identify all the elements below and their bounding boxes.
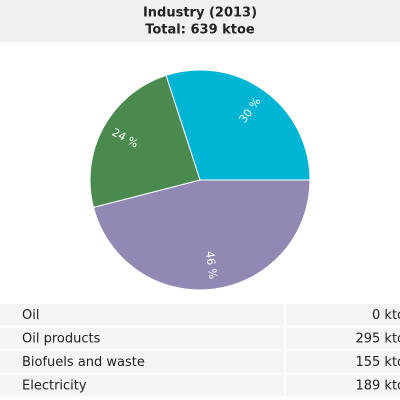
row-bg bbox=[286, 351, 400, 373]
row-bg bbox=[286, 304, 400, 326]
chart-title: Industry (2013) bbox=[143, 6, 257, 21]
row-label: Electricity bbox=[22, 379, 87, 394]
chart-subtitle: Total: 639 ktoe bbox=[145, 23, 255, 38]
pie-slice bbox=[92, 179, 311, 291]
header-bg bbox=[0, 0, 400, 42]
row-value: 0 ktoe bbox=[372, 308, 400, 323]
row-label: Oil products bbox=[22, 332, 101, 347]
row-bg bbox=[286, 327, 400, 350]
row-bg bbox=[0, 304, 284, 326]
slice-label: 46 % bbox=[203, 250, 219, 279]
row-value: 189 ktoe bbox=[355, 379, 400, 394]
pie-slice bbox=[165, 69, 311, 181]
row-label: Oil bbox=[22, 308, 39, 323]
row-value: 295 ktoe bbox=[355, 332, 400, 347]
row-label: Biofuels and waste bbox=[22, 355, 145, 370]
row-bg bbox=[0, 327, 284, 350]
row-bg bbox=[0, 351, 284, 373]
pie-slice bbox=[89, 74, 201, 208]
row-value: 155 ktoe bbox=[355, 355, 400, 370]
table: Oil 0 ktoe Oil products 295 ktoe Biofuels an… bbox=[0, 304, 400, 397]
row-bg bbox=[0, 374, 284, 397]
row-bg bbox=[286, 374, 400, 397]
